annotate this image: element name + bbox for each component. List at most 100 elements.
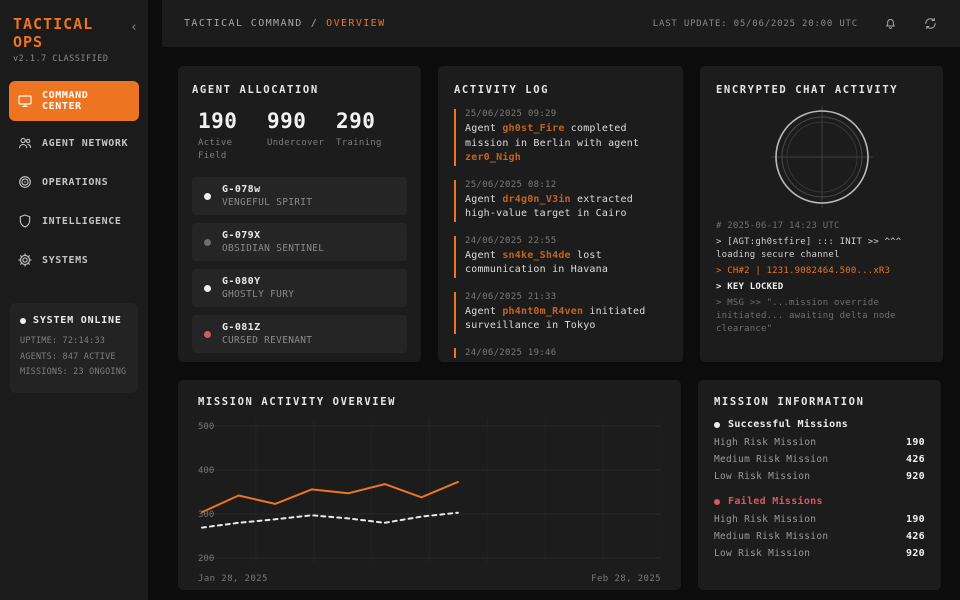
mission-row: Medium Risk Mission 426 xyxy=(714,528,925,545)
agent-row-text: G-081Z CURSED REVENANT xyxy=(222,322,312,346)
mission-row: High Risk Mission 190 xyxy=(714,434,925,451)
log-timestamp: 24/06/2025 21:33 xyxy=(465,291,557,302)
agent-row[interactable]: G-079X OBSIDIAN SENTINEL xyxy=(192,223,407,262)
mission-row: Low Risk Mission 920 xyxy=(714,545,925,562)
sidebar-collapse-icon[interactable]: ‹ xyxy=(130,20,138,35)
last-update-label: LAST UPDATE: 05/06/2025 20:00 UTC xyxy=(652,18,858,29)
sidebar-item-operations[interactable]: OPERATIONS xyxy=(9,165,139,199)
agent-code: G-078w xyxy=(222,184,261,196)
main-area: TACTICAL COMMAND / OVERVIEW LAST UPDATE:… xyxy=(148,0,960,600)
terminal-line: > CH#2 | 1231.9082464.500...xR3 xyxy=(716,266,891,277)
agent-name: OBSIDIAN SENTINEL xyxy=(222,243,325,255)
system-status-lines: UPTIME: 72:14:33 AGENTS: 847 ACTIVE MISSIO… xyxy=(20,334,128,381)
agent-row[interactable]: G-078w VENGEFUL SPIRIT xyxy=(192,177,407,216)
stat-label: Active Field xyxy=(198,138,233,161)
agent-row-text: G-080Y GHOSTLY FURY xyxy=(222,276,294,300)
mission-row-value: 190 xyxy=(906,437,925,448)
agent-name: VENGEFUL SPIRIT xyxy=(222,197,313,209)
cards-row-bottom: MISSION ACTIVITY OVERVIEW 500 400 300 200 J… xyxy=(178,380,943,590)
bell-icon xyxy=(886,19,895,29)
agent-handle: zer0_Nigh xyxy=(465,152,521,163)
agent-code: G-079X xyxy=(222,230,261,242)
terminal-feed: # 2025-06-17 14:23 UTC > [AGT:gh0stfire] … xyxy=(716,220,927,336)
monitor-icon xyxy=(17,93,33,109)
agent-handle: sn4ke_Sh4de xyxy=(502,249,571,261)
sidebar-item-label: SYSTEMS xyxy=(42,254,89,266)
app-version: v2.1.7 CLASSIFIED xyxy=(13,54,109,64)
agent-stat: 990 Undercover xyxy=(267,109,332,162)
sidebar-item-systems[interactable]: SYSTEMS xyxy=(9,243,139,277)
topbar: TACTICAL COMMAND / OVERVIEW LAST UPDATE:… xyxy=(162,0,960,47)
system-status-header: SYSTEM ONLINE xyxy=(20,315,128,326)
mission-row-value: 920 xyxy=(906,471,925,482)
mission-row-label: Medium Risk Mission xyxy=(714,531,829,542)
section-dot xyxy=(714,498,720,505)
mission-row: High Risk Mission 190 xyxy=(714,511,925,528)
mission-row-value: 920 xyxy=(906,548,925,559)
terminal-line: # 2025-06-17 14:23 UTC xyxy=(716,221,840,231)
activity-log-card: ACTIVITY LOG 25/06/2025 09:29 Agent gh0st… xyxy=(438,66,683,362)
mission-row-value: 426 xyxy=(906,454,925,465)
encrypted-chat-title: ENCRYPTED CHAT ACTIVITY xyxy=(716,84,899,96)
agent-stat: 290 Training xyxy=(336,109,401,162)
agent-row[interactable]: G-081Z CURSED REVENANT xyxy=(192,315,407,354)
app-logo: TACTICAL OPS xyxy=(13,15,94,51)
system-status-box: SYSTEM ONLINE UPTIME: 72:14:33 AGENTS: 84… xyxy=(10,303,138,394)
agent-stats: 190 Active Field 990 Undercover 290 Training xyxy=(192,109,407,162)
mission-information-card: MISSION INFORMATION Successful Missions H… xyxy=(698,380,941,590)
mission-row-label: Low Risk Mission xyxy=(714,548,811,559)
mission-row-value: 426 xyxy=(906,531,925,542)
mission-information-sections: Successful Missions High Risk Mission 190 M… xyxy=(714,419,925,562)
svg-text:500: 500 xyxy=(198,422,214,432)
agent-handle: gh0st_Fire xyxy=(502,123,565,134)
mission-activity-title: MISSION ACTIVITY OVERVIEW xyxy=(198,396,397,408)
breadcrumb-separator: / xyxy=(310,18,319,29)
terminal-line: > KEY LOCKED xyxy=(716,282,784,293)
line-chart-svg: 500 400 300 200 xyxy=(198,419,662,564)
log-message: Agent ph4nt0m_R4ven initiated surveillan… xyxy=(465,305,646,332)
breadcrumb-current: OVERVIEW xyxy=(326,18,386,29)
agent-row[interactable]: G-080Y GHOSTLY FURY xyxy=(192,269,407,308)
online-dot xyxy=(20,317,26,324)
system-status-line: AGENTS: 847 ACTIVE xyxy=(20,351,116,362)
stat-label: Undercover xyxy=(267,138,325,148)
mission-activity-card: MISSION ACTIVITY OVERVIEW 500 400 300 200 J… xyxy=(178,380,681,590)
agent-allocation-card: AGENT ALLOCATION 190 Active Field 990 Under… xyxy=(178,66,421,362)
refresh-button[interactable] xyxy=(923,16,938,31)
notifications-button[interactable] xyxy=(883,16,898,31)
mission-row-label: High Risk Mission xyxy=(714,514,817,525)
radar-graphic xyxy=(716,103,927,211)
section-label: Failed Missions xyxy=(728,496,823,507)
log-entry: 24/06/2025 21:33 Agent ph4nt0m_R4ven init… xyxy=(454,291,667,334)
mission-row-value: 190 xyxy=(906,514,925,525)
breadcrumb-root[interactable]: TACTICAL COMMAND xyxy=(184,18,303,29)
target-icon xyxy=(17,174,33,190)
chart-x-axis-labels: Jan 28, 2025 Feb 28, 2025 xyxy=(198,574,661,584)
log-message: Agent dr4g0n_V3in extracted high-value t… xyxy=(465,193,633,220)
agent-row-text: G-079X OBSIDIAN SENTINEL xyxy=(222,230,324,254)
users-icon xyxy=(17,135,33,151)
agent-list: G-078w VENGEFUL SPIRIT G-079X OBSIDIAN SENT… xyxy=(192,177,407,354)
stat-value: 290 xyxy=(336,109,376,133)
sidebar-item-label: AGENT NETWORK xyxy=(42,137,129,149)
sidebar-item-label: COMMAND CENTER xyxy=(42,90,89,112)
sidebar-item-label: OPERATIONS xyxy=(42,176,109,188)
x-axis-start-label: Jan 28, 2025 xyxy=(198,574,268,584)
agent-allocation-title: AGENT ALLOCATION xyxy=(192,84,319,96)
sidebar-item-command-center[interactable]: COMMAND CENTER xyxy=(9,81,139,121)
topbar-right: LAST UPDATE: 05/06/2025 20:00 UTC xyxy=(653,16,938,31)
log-entry: 24/06/2025 19:46 xyxy=(454,347,667,358)
agent-status-dot xyxy=(204,238,211,246)
sidebar-item-intelligence[interactable]: INTELLIGENCE xyxy=(9,204,139,238)
mission-activity-chart: 500 400 300 200 xyxy=(198,417,662,571)
content: AGENT ALLOCATION 190 Active Field 990 Under… xyxy=(148,47,960,590)
svg-text:400: 400 xyxy=(198,466,214,476)
log-entry: 25/06/2025 09:29 Agent gh0st_Fire complet… xyxy=(454,109,667,166)
agent-status-dot xyxy=(204,192,211,200)
encrypted-chat-card: ENCRYPTED CHAT ACTIVITY # 2025-06-17 14:… xyxy=(700,66,943,362)
stat-value: 190 xyxy=(198,109,238,133)
mission-row-label: Low Risk Mission xyxy=(714,471,811,482)
sidebar: TACTICAL OPS ‹ v2.1.7 CLASSIFIED COMMAND… xyxy=(0,0,148,600)
sidebar-item-agent-network[interactable]: AGENT NETWORK xyxy=(9,126,139,160)
